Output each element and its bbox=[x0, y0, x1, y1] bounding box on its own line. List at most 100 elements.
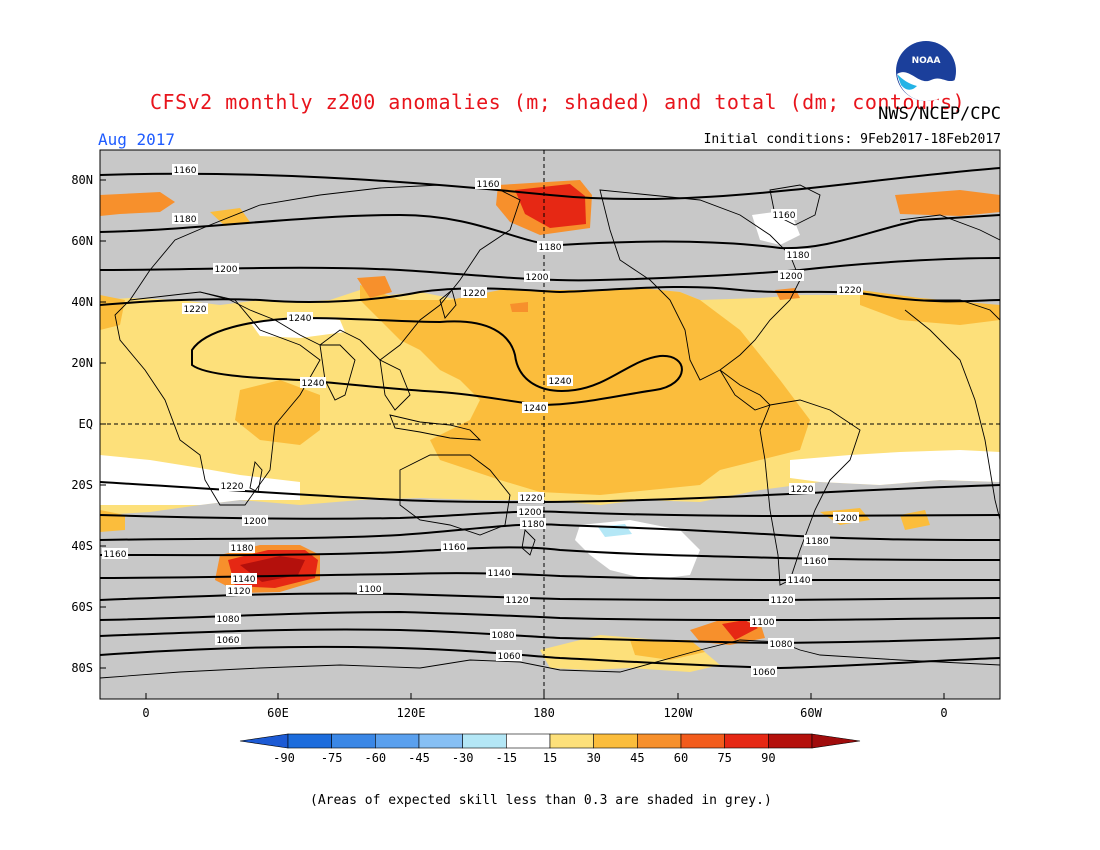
svg-text:1200: 1200 bbox=[526, 273, 549, 283]
lat-label: 20S bbox=[71, 478, 93, 492]
indochina-coastline bbox=[379, 359, 411, 411]
contour-label: 1060 bbox=[215, 634, 241, 646]
anomaly-45-60-east-arctic bbox=[895, 190, 1000, 216]
svg-text:1060: 1060 bbox=[498, 652, 521, 662]
contour-label: 1200 bbox=[833, 512, 859, 524]
svg-text:1160: 1160 bbox=[104, 550, 127, 560]
new-zealand-coastline bbox=[521, 529, 536, 556]
legend-swatch bbox=[593, 733, 638, 749]
lon-label: 60E bbox=[267, 706, 289, 720]
legend-swatch bbox=[375, 733, 420, 749]
svg-text:1160: 1160 bbox=[773, 211, 796, 221]
contour-1120-south bbox=[100, 592, 1000, 602]
contour-label: 1160 bbox=[475, 178, 501, 190]
antarctica-coastline bbox=[100, 639, 1000, 679]
lon-label: 120W bbox=[664, 706, 694, 720]
legend-tick-label: 45 bbox=[630, 751, 644, 765]
legend-tick-label: 30 bbox=[586, 751, 600, 765]
longitude-labels: 0 60E 120E 180 120W 60W 0 bbox=[142, 706, 947, 720]
legend-arrow-right bbox=[811, 733, 861, 749]
legend-swatch bbox=[549, 733, 594, 749]
svg-text:1080: 1080 bbox=[217, 615, 240, 625]
contour-label: 1180 bbox=[172, 213, 198, 225]
contour-label: 1160 bbox=[441, 541, 467, 553]
contour-label: 1180 bbox=[537, 241, 563, 253]
legend-swatch bbox=[418, 733, 463, 749]
svg-text:1180: 1180 bbox=[231, 544, 254, 554]
svg-text:1100: 1100 bbox=[752, 618, 775, 628]
contour-1160-south bbox=[100, 546, 1000, 561]
map-title: CFSv2 monthly z200 anomalies (m; shaded)… bbox=[150, 90, 966, 114]
legend-tick-label: -15 bbox=[495, 751, 517, 765]
contour-label: 1160 bbox=[771, 209, 797, 221]
north-america-coastline bbox=[599, 189, 801, 381]
legend-tick-label: -45 bbox=[408, 751, 430, 765]
legend-swatch bbox=[724, 733, 769, 749]
africa-coastline bbox=[114, 291, 321, 506]
contour-1140-south bbox=[100, 572, 1000, 582]
svg-text:1060: 1060 bbox=[753, 668, 776, 678]
legend-tick-label: 75 bbox=[717, 751, 731, 765]
svg-text:1180: 1180 bbox=[174, 215, 197, 225]
contour-label: 1200 bbox=[242, 515, 268, 527]
contour-1220-south bbox=[100, 481, 1000, 504]
legend-swatch bbox=[637, 733, 682, 749]
contour-labels: 1160 1160 1180 1180 1160 1180 1200 1200 … bbox=[102, 164, 863, 678]
contour-label: 1080 bbox=[215, 613, 241, 625]
contour-label: 1200 bbox=[213, 263, 239, 275]
lat-label: 40S bbox=[71, 539, 93, 553]
contour-label: 1220 bbox=[219, 480, 245, 492]
lon-label: 0 bbox=[940, 706, 947, 720]
legend-tick-label: -30 bbox=[452, 751, 474, 765]
legend-arrow-left bbox=[239, 733, 289, 749]
contour-label: 1240 bbox=[300, 377, 326, 389]
anomaly-antarctic-orange bbox=[630, 640, 705, 660]
contour-1220-north bbox=[100, 285, 1000, 306]
svg-text:1140: 1140 bbox=[788, 576, 811, 586]
contour-label: 1180 bbox=[785, 249, 811, 261]
svg-text:1120: 1120 bbox=[228, 587, 251, 597]
anomaly-45-60-pacific bbox=[510, 302, 528, 312]
east-africa-coastline bbox=[920, 299, 1000, 321]
contour-label: 1120 bbox=[226, 585, 252, 597]
lat-label: 40N bbox=[71, 295, 93, 309]
agency-label: NWS/NCEP/CPC bbox=[878, 104, 1001, 124]
legend-swatch bbox=[462, 733, 507, 749]
lat-label: 80N bbox=[71, 173, 93, 187]
svg-text:1080: 1080 bbox=[770, 640, 793, 650]
contour-label: 1200 bbox=[517, 506, 543, 518]
svg-text:1160: 1160 bbox=[477, 180, 500, 190]
lon-label: 180 bbox=[533, 706, 555, 720]
contour-label: 1240 bbox=[287, 312, 313, 324]
eurasia-coastline bbox=[129, 184, 521, 361]
svg-text:1180: 1180 bbox=[806, 537, 829, 547]
svg-text:1240: 1240 bbox=[302, 379, 325, 389]
indonesia-coastline bbox=[389, 414, 482, 441]
contour-label: 1140 bbox=[786, 574, 812, 586]
svg-text:1140: 1140 bbox=[233, 575, 256, 585]
svg-text:1200: 1200 bbox=[244, 517, 267, 527]
color-legend: -90 -75 -60 -45 -30 -15 15 30 45 60 75 90 bbox=[239, 733, 861, 765]
legend-swatch bbox=[331, 733, 376, 749]
height-contours bbox=[100, 167, 1000, 670]
contour-label: 1200 bbox=[524, 271, 550, 283]
svg-text:1140: 1140 bbox=[488, 569, 511, 579]
legend-labels: -90 -75 -60 -45 -30 -15 15 30 45 60 75 90 bbox=[273, 751, 775, 765]
neutral-anomaly-asia bbox=[250, 316, 345, 338]
contour-1240 bbox=[191, 316, 683, 407]
svg-text:1220: 1220 bbox=[184, 305, 207, 315]
svg-text:1220: 1220 bbox=[463, 289, 486, 299]
anomaly-30-45-central-pacific bbox=[360, 285, 810, 495]
legend-tick-label: 60 bbox=[674, 751, 688, 765]
contour-1200-north bbox=[100, 257, 1000, 282]
anomaly-60-75-north-pacific bbox=[515, 184, 586, 228]
contour-1060-south bbox=[100, 645, 1000, 670]
svg-text:1240: 1240 bbox=[289, 314, 312, 324]
svg-text:1120: 1120 bbox=[506, 596, 529, 606]
contour-label: 1140 bbox=[231, 573, 257, 585]
legend-tick-label: -75 bbox=[321, 751, 343, 765]
svg-text:1200: 1200 bbox=[519, 508, 542, 518]
lat-label: 60S bbox=[71, 600, 93, 614]
contour-1180-south bbox=[100, 523, 1000, 541]
